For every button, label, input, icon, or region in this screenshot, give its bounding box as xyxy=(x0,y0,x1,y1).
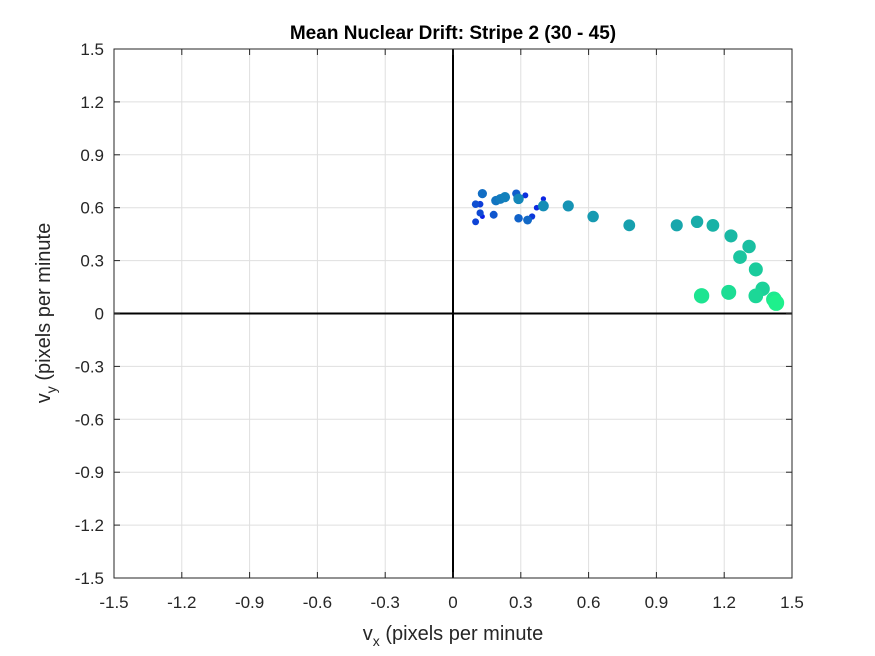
chart-title: Mean Nuclear Drift: Stripe 2 (30 - 45) xyxy=(290,23,616,44)
x-tick-labels: -1.5 -1.2 -0.9 -0.6 -0.3 0 0.3 0.6 0.9 1.2 1.5 xyxy=(99,593,803,612)
data-points xyxy=(471,188,785,311)
data-point xyxy=(540,196,547,202)
y-tick-label: 0.9 xyxy=(80,146,104,165)
y-tick-label: 1.5 xyxy=(80,40,104,59)
x-tick-label: -0.9 xyxy=(235,593,264,612)
data-point xyxy=(522,192,529,199)
x-tick-label: 0 xyxy=(448,593,457,612)
data-point xyxy=(693,288,710,304)
y-axis-label-subscript: y xyxy=(43,386,59,393)
x-tick-label: -1.2 xyxy=(167,593,196,612)
y-tick-label: -0.3 xyxy=(75,357,104,376)
y-tick-label: -0.9 xyxy=(75,463,104,482)
data-point xyxy=(721,284,737,300)
data-point xyxy=(499,192,511,203)
data-point xyxy=(623,219,636,232)
y-tick-label: -0.6 xyxy=(75,410,104,429)
x-axis-label-subscript: x xyxy=(373,633,380,649)
data-point xyxy=(748,288,764,304)
data-point xyxy=(724,229,738,243)
data-point xyxy=(670,219,683,232)
x-tick-label: 0.6 xyxy=(577,593,601,612)
y-tick-label: 0.3 xyxy=(80,252,104,271)
data-point xyxy=(742,239,756,254)
data-point xyxy=(690,215,704,229)
x-tick-label: -0.3 xyxy=(371,593,400,612)
x-tick-label: 0.3 xyxy=(509,593,533,612)
x-tick-label: -0.6 xyxy=(303,593,332,612)
data-point xyxy=(523,215,533,225)
x-axis-label: vx (pixels per minute xyxy=(363,623,543,649)
data-point xyxy=(562,200,574,212)
y-tick-labels: -1.5 -1.2 -0.9 -0.6 -0.3 0 0.3 0.6 0.9 1.2 1.5 xyxy=(75,40,104,588)
y-tick-label: -1.2 xyxy=(75,516,104,535)
x-tick-label: 1.2 xyxy=(712,593,736,612)
data-point xyxy=(472,218,480,226)
y-tick-label: 1.2 xyxy=(80,93,104,112)
y-tick-label: -1.5 xyxy=(75,569,104,588)
x-axis-label-base: v xyxy=(363,623,373,645)
data-point xyxy=(537,200,549,212)
y-axis-label: vy (pixels per minute xyxy=(33,223,59,403)
y-tick-label: 0 xyxy=(95,305,104,324)
data-point xyxy=(514,214,523,223)
x-tick-label: 0.9 xyxy=(645,593,669,612)
data-point xyxy=(476,209,484,217)
tick-marks xyxy=(113,48,793,579)
data-point xyxy=(471,200,480,208)
data-point xyxy=(748,262,763,277)
data-point xyxy=(768,294,785,311)
y-axis-label-base: v xyxy=(33,393,55,403)
data-point xyxy=(513,193,524,205)
data-point xyxy=(477,188,487,199)
zero-lines xyxy=(114,49,792,578)
y-axis-label-text: (pixels per minute xyxy=(33,223,55,386)
x-tick-label: 1.5 xyxy=(780,593,804,612)
x-tick-label: -1.5 xyxy=(99,593,128,612)
data-point xyxy=(587,210,599,223)
x-axis-label-text: (pixels per minute xyxy=(380,623,543,645)
data-point xyxy=(489,210,498,219)
y-tick-label: 0.6 xyxy=(80,199,104,218)
data-point xyxy=(706,218,720,232)
data-point xyxy=(733,250,747,264)
